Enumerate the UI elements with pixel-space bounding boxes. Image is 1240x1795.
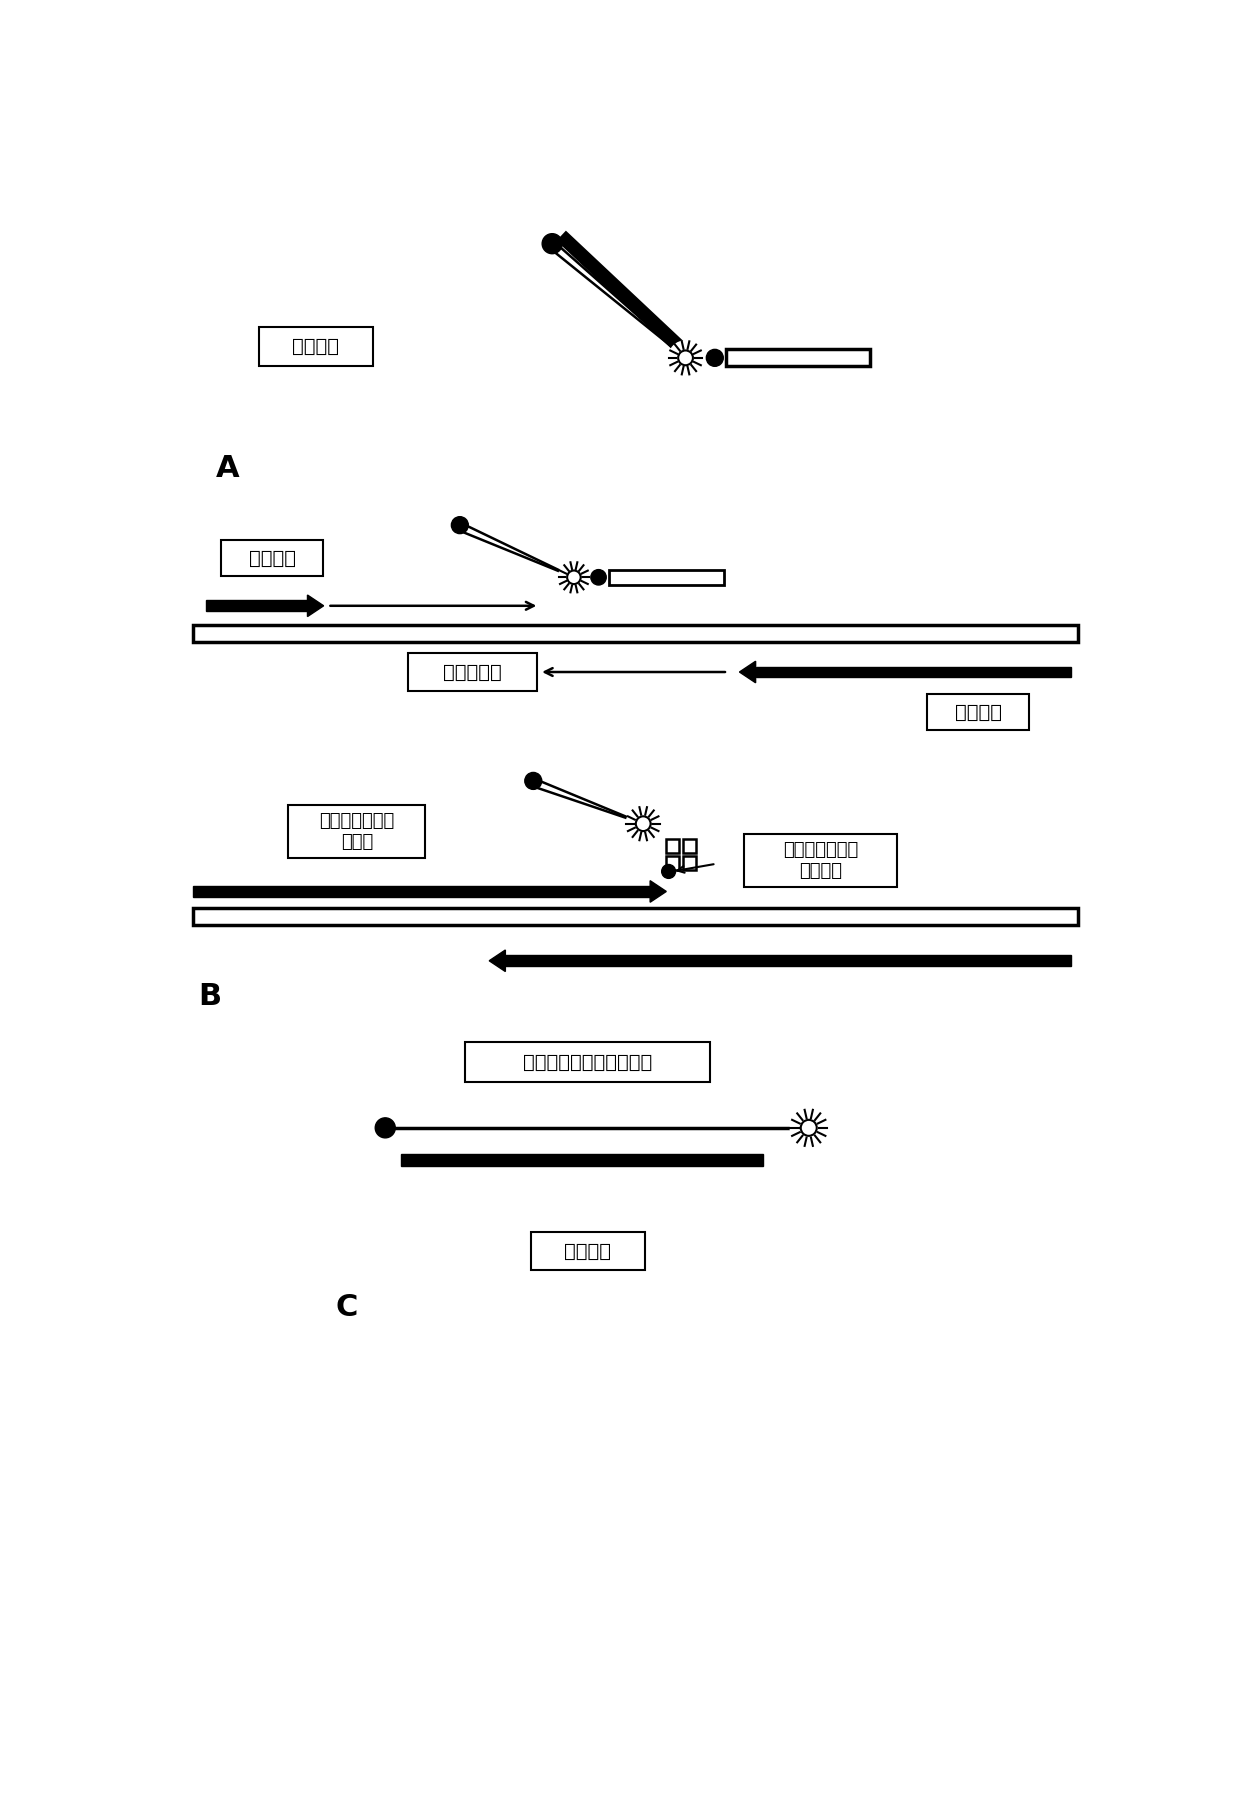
Circle shape (376, 1118, 396, 1138)
Text: B: B (198, 982, 221, 1011)
Text: 检测探针: 检测探针 (293, 337, 340, 355)
Text: 切割后游离的荧
光探针: 切割后游离的荧 光探针 (319, 811, 394, 851)
Circle shape (636, 817, 651, 831)
Bar (408, 653, 537, 691)
Bar (401, 1154, 763, 1167)
Bar (192, 887, 650, 898)
Bar (506, 955, 1070, 966)
Bar (192, 625, 1079, 643)
Bar (609, 569, 724, 585)
Polygon shape (739, 661, 755, 682)
Polygon shape (650, 881, 666, 903)
Text: 反向引物: 反向引物 (955, 702, 1002, 722)
Circle shape (801, 1120, 817, 1136)
Bar (192, 908, 1079, 924)
Circle shape (707, 350, 723, 366)
Circle shape (542, 233, 562, 253)
Circle shape (567, 571, 580, 583)
Bar (221, 540, 322, 576)
Text: 被切割后游离的
察核苷酸: 被切割后游离的 察核苷酸 (782, 842, 858, 880)
Text: C: C (335, 1294, 357, 1323)
Circle shape (558, 562, 589, 592)
Bar (683, 856, 697, 869)
Circle shape (790, 1109, 827, 1147)
Circle shape (626, 806, 660, 840)
Text: 失去淤灯基团的荧光探针: 失去淤灯基团的荧光探针 (523, 1054, 652, 1072)
Bar (259, 327, 373, 366)
Bar (531, 1231, 645, 1271)
Circle shape (668, 341, 703, 375)
Text: 正向引物: 正向引物 (248, 549, 295, 567)
Polygon shape (490, 950, 506, 971)
Text: A: A (216, 454, 239, 483)
Circle shape (590, 569, 606, 585)
Circle shape (451, 517, 469, 533)
Circle shape (662, 865, 676, 878)
Circle shape (525, 772, 542, 790)
Polygon shape (308, 594, 324, 616)
Text: 检测探针: 检测探针 (564, 1242, 611, 1260)
Bar (755, 666, 1070, 677)
Bar (683, 840, 697, 853)
Bar (725, 350, 870, 366)
Bar (666, 840, 680, 853)
Bar (465, 1043, 711, 1082)
Bar (288, 806, 425, 858)
Circle shape (678, 350, 693, 364)
Bar (928, 695, 1029, 731)
Text: 检测靶序列: 检测靶序列 (443, 662, 502, 682)
Bar (666, 856, 680, 869)
Bar (744, 835, 897, 887)
Bar (206, 600, 308, 610)
